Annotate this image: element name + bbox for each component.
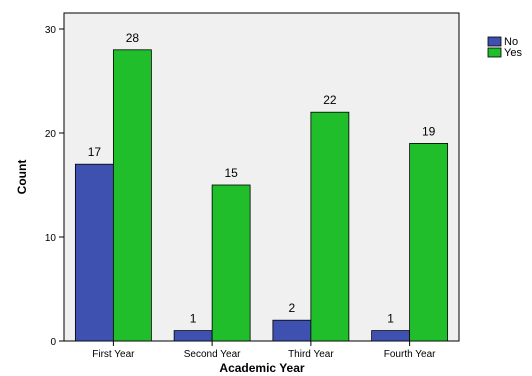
x-axis: First Year Second Year Third Year Fourth Ye… <box>92 341 436 360</box>
y-tick-label: 30 <box>45 25 57 36</box>
legend-swatch-yes <box>487 47 502 58</box>
x-tick-label: First Year <box>92 349 135 360</box>
bars-group <box>74 49 449 342</box>
data-label: 17 <box>88 145 102 159</box>
bar-no-second-year <box>173 330 213 342</box>
bar-no-first-year <box>74 163 114 342</box>
data-label: 1 <box>190 312 197 326</box>
x-tick-label: Third Year <box>288 349 334 360</box>
data-label: 1 <box>387 312 394 326</box>
data-label: 28 <box>126 31 140 45</box>
legend-label-no: No <box>504 36 518 48</box>
y-tick-label: 0 <box>50 337 56 348</box>
x-axis-title: Academic Year <box>219 361 305 375</box>
data-label: 19 <box>422 124 436 138</box>
x-tick-label: Fourth Year <box>384 349 436 360</box>
data-label: 22 <box>323 93 337 107</box>
data-label: 2 <box>289 301 296 315</box>
y-axis: 0 10 20 30 <box>45 25 64 348</box>
bar-yes-first-year <box>112 49 152 342</box>
data-label: 15 <box>224 166 238 180</box>
legend-swatch-no <box>487 36 502 47</box>
legend-label-yes: Yes <box>504 47 522 59</box>
y-tick-label: 20 <box>45 129 57 140</box>
bar-yes-third-year <box>310 111 350 342</box>
bar-no-third-year <box>272 319 312 342</box>
bar-yes-fourth-year <box>409 142 449 342</box>
bar-no-fourth-year <box>371 330 411 342</box>
y-axis-title: Count <box>15 160 29 195</box>
bar-yes-second-year <box>211 184 251 342</box>
x-tick-label: Second Year <box>184 349 241 360</box>
y-tick-label: 10 <box>45 233 57 244</box>
